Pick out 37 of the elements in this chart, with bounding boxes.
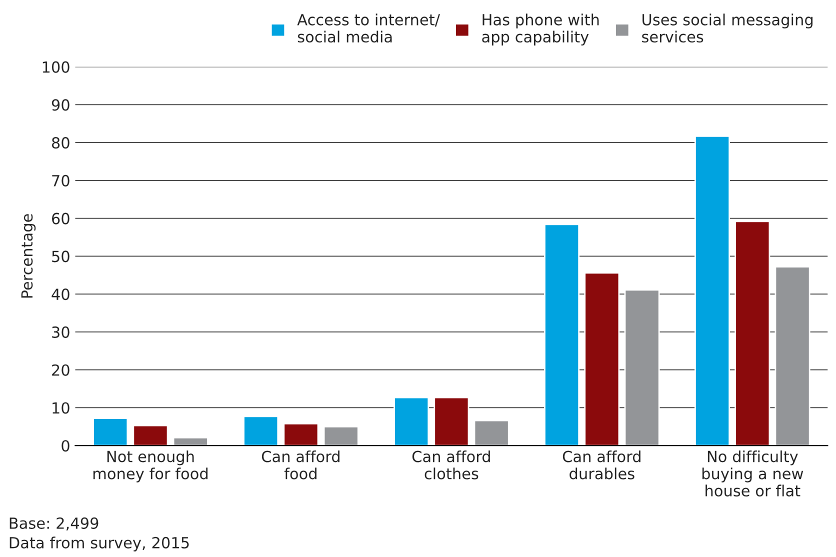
- bar: [544, 224, 580, 446]
- text: Base: 2,499: [10, 517, 98, 531]
- bar: [132, 424, 168, 446]
- bar: [394, 396, 430, 446]
- bar: [694, 135, 730, 446]
- text: Data from survey, 2015: [10, 536, 189, 552]
- bar: [172, 436, 208, 446]
- y-tick-label: 40: [52, 288, 70, 300]
- x-tick-label: Not enough money for food: [93, 450, 208, 482]
- legend-label: Uses social messaging services: [642, 14, 813, 43]
- x-tick-label: Can afford food: [262, 450, 340, 480]
- y-tick-label: 10: [52, 402, 70, 414]
- bar: [434, 396, 470, 446]
- bar: [774, 266, 810, 446]
- y-tick-label: 60: [52, 212, 70, 224]
- y-axis-title: Percentage: [21, 214, 36, 298]
- y-tick-label: 90: [52, 99, 70, 111]
- bar: [243, 416, 279, 446]
- x-tick-label: Can afford durables: [562, 450, 640, 480]
- bar: [283, 422, 319, 446]
- legend-label: Access to internet/ social media: [297, 14, 440, 43]
- bar: [474, 420, 510, 446]
- legend-label: Has phone with app capability: [482, 14, 599, 46]
- x-tick-label: Can afford clothes: [412, 450, 490, 480]
- bar: [734, 220, 770, 446]
- bar: [323, 426, 359, 446]
- y-tick-label: 50: [52, 250, 70, 262]
- bar: [584, 272, 620, 446]
- bar: [92, 418, 128, 446]
- y-tick-label: 30: [52, 326, 70, 338]
- bar: [624, 289, 660, 446]
- y-tick-label: 70: [52, 174, 70, 186]
- y-tick-label: 20: [52, 364, 70, 376]
- y-tick-label: 100: [42, 61, 70, 73]
- y-tick-label: 80: [52, 137, 70, 149]
- x-tick-label: No difficulty buying a new house or flat: [702, 450, 804, 497]
- y-tick-label: 0: [62, 440, 70, 452]
